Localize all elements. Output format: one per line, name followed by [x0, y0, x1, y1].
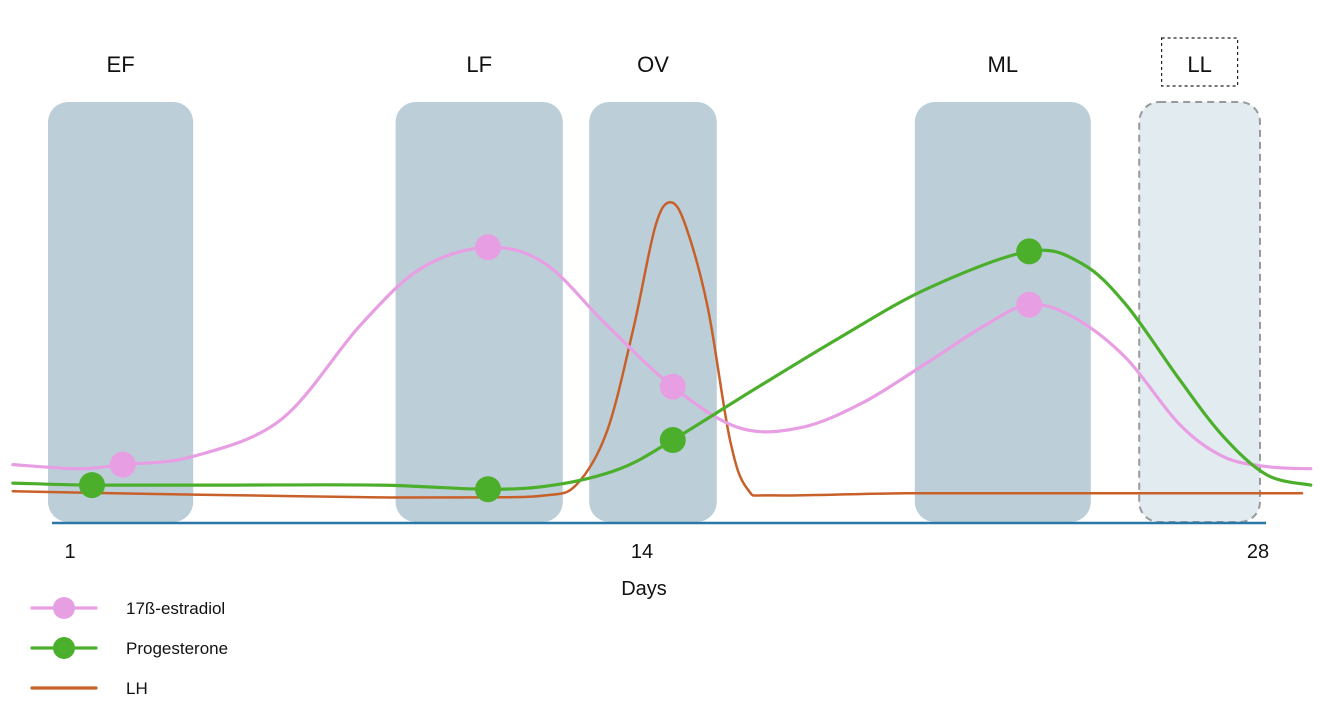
series-markers	[79, 234, 1043, 503]
legend-label: 17ß-estradiol	[126, 599, 225, 618]
x-tick-14: 14	[631, 541, 653, 563]
legend-item-progesterone: Progesterone	[30, 637, 228, 659]
series-line-lh	[11, 200, 1304, 499]
marker-progesterone-3	[659, 427, 686, 453]
phase-band-ll	[1138, 101, 1261, 523]
phase-label-ef: EF	[107, 52, 135, 77]
phase-band-ov	[589, 102, 717, 522]
x-tick-labels: 1 14 28	[64, 541, 1269, 563]
phase-label-ml: ML	[988, 52, 1019, 77]
marker-17-estradiol-1	[109, 451, 136, 478]
phase-labels: EF LF OV ML LL	[107, 37, 1239, 87]
marker-progesterone-2	[475, 476, 501, 503]
series-lines	[11, 200, 1313, 499]
phase-band-lf	[395, 102, 563, 522]
x-tick-28: 28	[1247, 541, 1269, 563]
series-line-progesterone	[11, 248, 1313, 491]
x-axis-title: Days	[621, 578, 667, 600]
legend-item-lh: LH	[30, 679, 148, 698]
legend: 17ß-estradiol Progesterone LH	[30, 597, 228, 698]
marker-progesterone-1	[79, 472, 105, 499]
x-tick-1: 1	[64, 541, 75, 563]
phase-bands	[48, 101, 1261, 523]
phase-band-ml	[914, 102, 1091, 522]
legend-label: Progesterone	[126, 639, 228, 658]
marker-17-estradiol-4	[1016, 291, 1043, 318]
phase-label-ll: LL	[1187, 52, 1211, 77]
marker-progesterone-4	[1016, 238, 1043, 265]
legend-item-17-estradiol: 17ß-estradiol	[30, 597, 225, 619]
legend-label: LH	[126, 679, 148, 698]
phase-label-box-ll	[1160, 37, 1239, 87]
phase-band-ef	[48, 102, 194, 522]
series-line-17-estradiol	[11, 245, 1313, 471]
phase-label-lf: LF	[466, 52, 492, 77]
marker-17-estradiol-2	[475, 234, 501, 261]
marker-17-estradiol-3	[659, 373, 686, 400]
phase-label-ov: OV	[637, 52, 669, 77]
legend-swatch-marker	[53, 597, 75, 619]
legend-swatch-marker	[53, 637, 75, 659]
